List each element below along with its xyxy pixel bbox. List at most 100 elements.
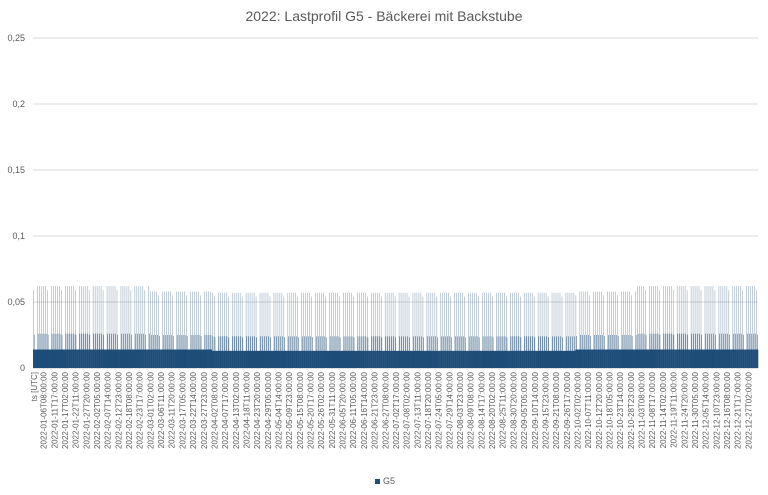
bar-mid [310,336,311,368]
bar-mid [190,335,192,368]
bar-mid [387,336,389,368]
bar-peak [665,286,666,368]
bar-peak [65,286,66,368]
bar-peak [47,290,48,368]
bar-peak [301,292,302,368]
bar-peak [597,291,598,368]
bar-peak [321,292,322,368]
bar-peak [567,292,569,368]
bar-peak [446,292,447,368]
bar-peak [571,292,573,368]
bar-mid [663,333,665,368]
bar-mid [292,336,293,368]
x-tick-label: 2022-04-29T05:00:00 [264,371,273,449]
bar-mid [87,333,89,368]
bar-baseline [285,350,288,368]
bar-mid [296,336,297,368]
bar-mid [419,336,420,368]
bar-mid [635,335,637,368]
bar-peak [750,286,751,368]
bar-mid [69,333,71,368]
bar-peak [416,292,418,368]
bar-mid [649,333,651,368]
bar-peak [247,292,249,368]
bar-peak [345,292,346,368]
bar-mid [629,335,631,368]
bar-mid [417,336,418,368]
bar-peak [486,292,487,368]
bar-baseline [62,349,65,368]
bar-peak [305,292,306,368]
bar-peak [440,292,442,368]
bar-baseline [160,349,163,368]
bar-mid [317,336,319,368]
bar-peak [148,286,150,368]
bar-peak [241,296,243,368]
bar-mid [556,336,557,368]
bar-mid [143,333,144,368]
bar-peak [196,291,197,368]
bar-peak [263,292,265,368]
bar-mid [256,337,257,368]
bar-peak [512,292,513,368]
bar-baseline [452,350,455,368]
bar-peak [204,291,205,368]
x-tick-label: 2022-09-15T23:00:00 [541,371,550,449]
bar-mid [435,336,436,368]
bar-peak [599,291,600,368]
bar-peak [694,286,696,368]
bar-mid [349,336,351,368]
bar-baseline [146,349,149,368]
bar-peak [295,292,297,368]
bar-peak [378,292,380,368]
x-tick-label: 2022-08-03T23:00:00 [456,371,465,449]
bar-mid [337,336,339,368]
bar-mid [504,336,506,368]
series-g5-bars [33,286,759,368]
bar-peak [595,291,596,368]
bar-peak [635,291,636,368]
x-tick-label: 2022-05-26T02:00:00 [317,371,326,449]
x-tick-label: 2022-09-26T17:00:00 [563,371,572,449]
x-tick-label: 2022-04-07T17:00:00 [221,371,230,449]
bar-peak [454,292,455,368]
bar-mid [441,336,442,368]
x-tick-label: 2022-12-16T08:00:00 [723,371,732,449]
bar-peak [164,291,165,368]
x-tick-label: 2022-03-27T23:00:00 [200,371,209,449]
bar-peak [168,291,169,368]
bar-peak [414,292,416,368]
bar-peak [337,292,338,368]
bar-peak [69,286,70,368]
bar-peak [601,291,602,368]
bar-peak [361,292,362,368]
bar-peak [672,290,674,368]
bar-mid [141,333,142,368]
bar-peak [611,291,612,368]
bar-mid [653,333,655,368]
bar-peak [190,291,191,368]
bar-peak [653,286,654,368]
bar-peak [237,292,239,368]
bar-peak [756,290,757,368]
bar-peak [261,292,263,368]
bar-peak [569,292,571,368]
bar-mid [681,333,683,368]
bar-baseline [549,350,552,368]
bar-peak [428,292,430,368]
bar-mid [725,333,726,368]
bar-peak [684,286,686,368]
bar-baseline [243,350,246,368]
bar-mid [129,333,130,368]
bar-peak [108,286,110,368]
bar-peak [639,286,640,368]
bar-baseline [619,349,622,368]
bar-peak [637,286,638,368]
x-tick-label: 2022-02-18T08:00:00 [125,371,134,449]
x-tick-label: 2022-06-16T14:00:00 [360,371,369,449]
bar-mid [637,333,639,368]
bar-baseline [174,349,177,368]
x-tick-label: 2022-07-18T20:00:00 [424,371,433,449]
bar-peak [386,292,388,368]
bar-mid [131,334,132,368]
